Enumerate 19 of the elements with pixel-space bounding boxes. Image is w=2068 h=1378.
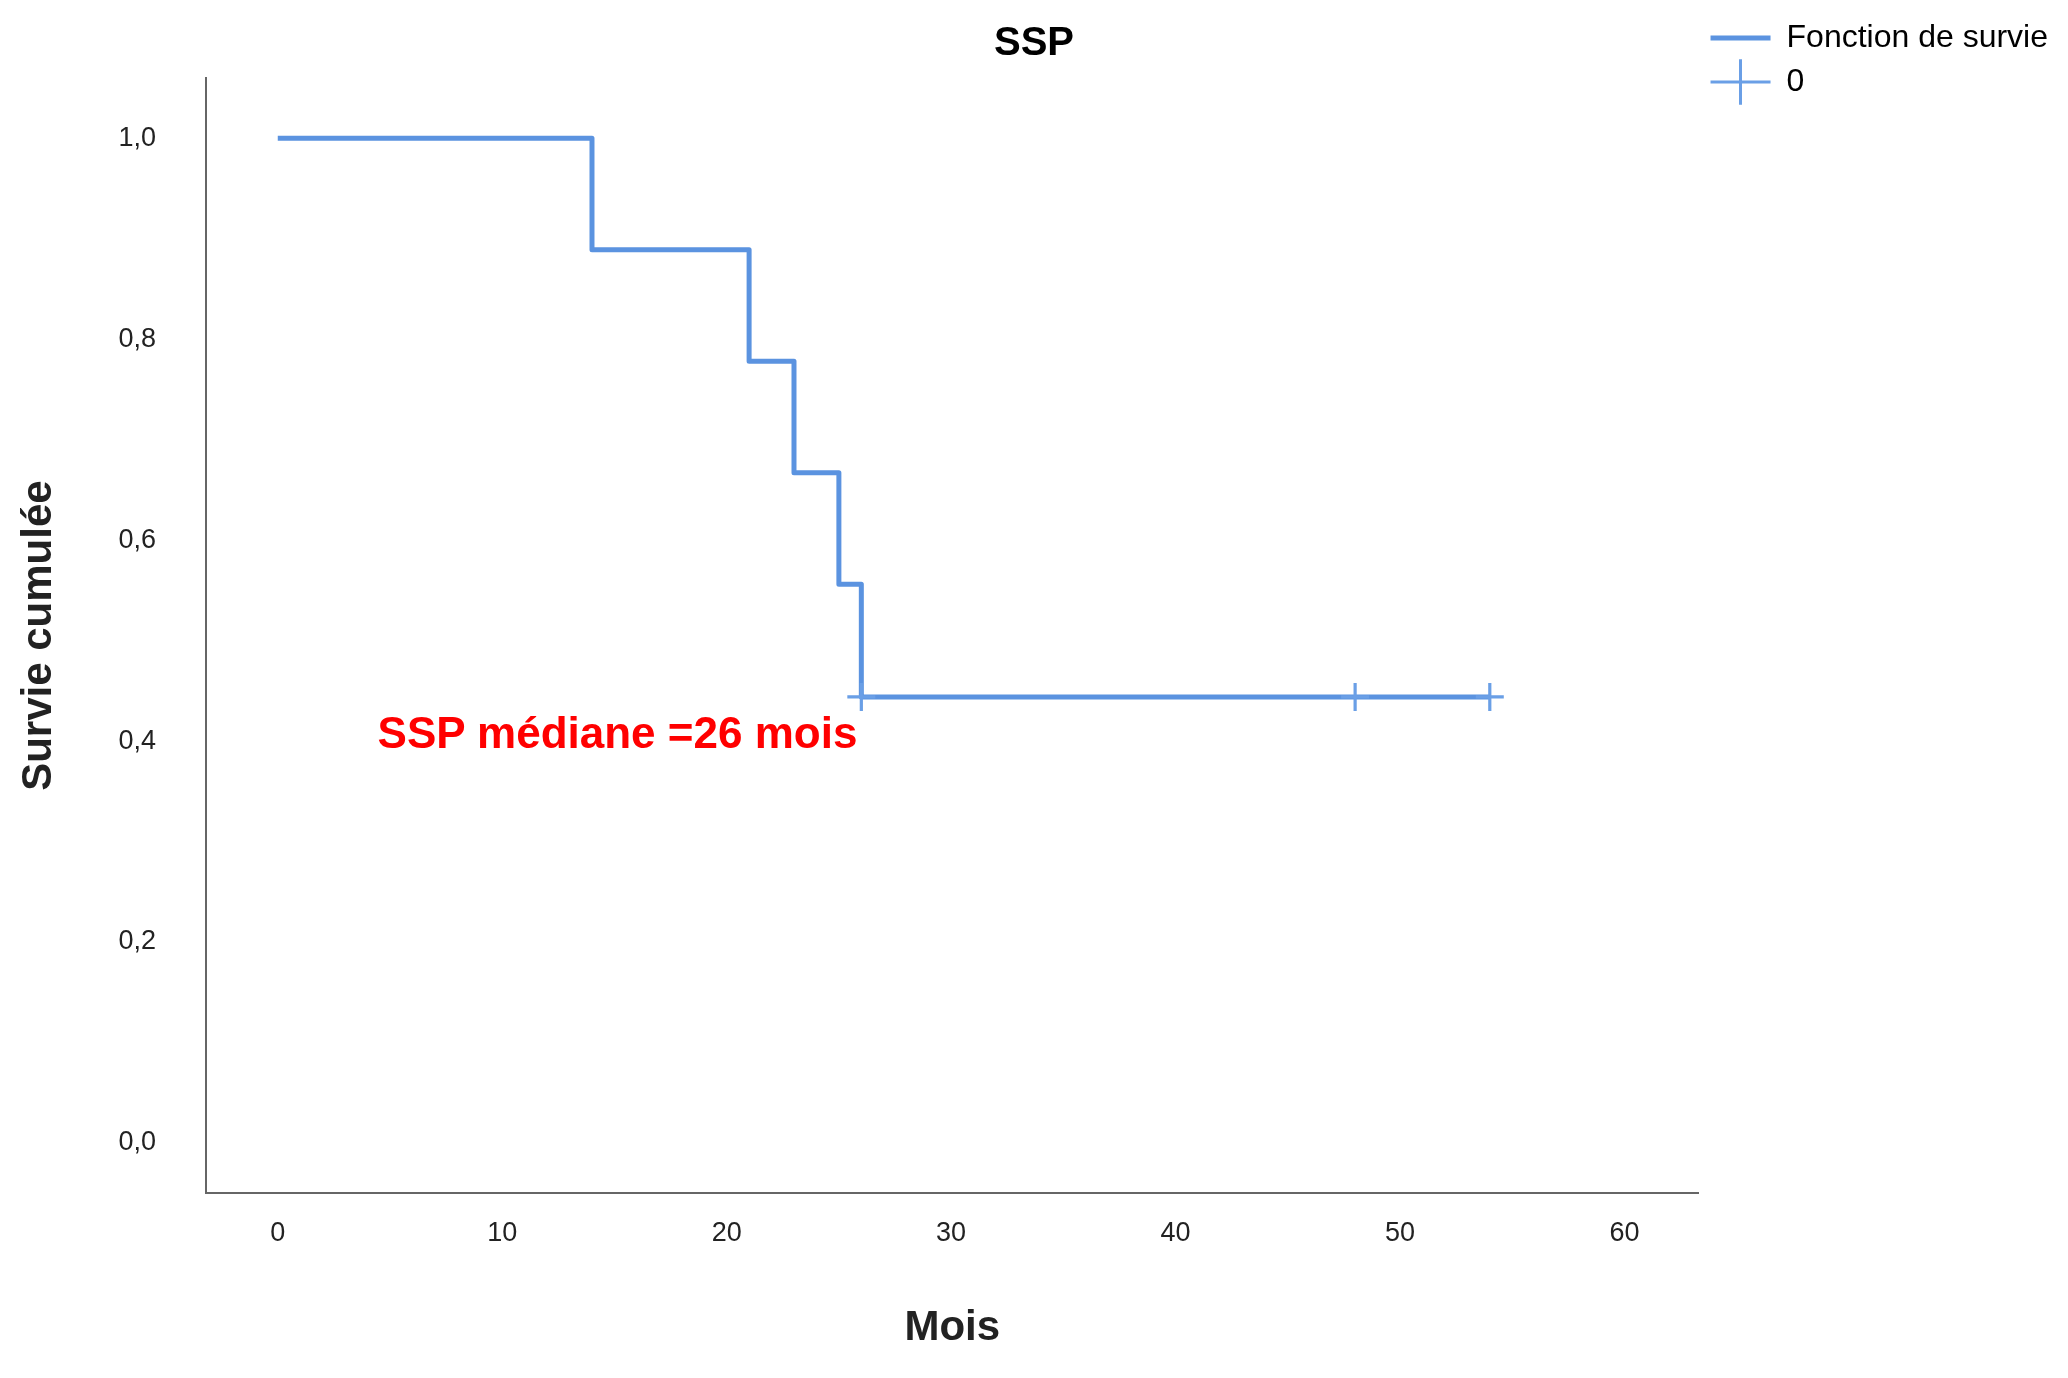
y-tick-label: 0,2 (118, 925, 156, 956)
y-tick-label: 0,8 (118, 322, 156, 353)
x-tick-label: 40 (1160, 1216, 1191, 1247)
y-tick-label: 0,6 (118, 523, 156, 554)
y-tick-label: 0,4 (118, 724, 156, 755)
annotation: SSP médiane =26 mois (377, 708, 858, 758)
legend-label: Fonction de survie (1786, 17, 2048, 54)
x-tick-label: 20 (711, 1216, 742, 1247)
y-tick-label: 0,0 (118, 1126, 156, 1157)
x-tick-label: 10 (487, 1216, 518, 1247)
x-tick-label: 50 (1384, 1216, 1416, 1247)
legend-label: 0 (1786, 61, 1805, 98)
chart-title: SSP (993, 19, 1075, 64)
x-axis-title: Mois (904, 1302, 1001, 1350)
x-tick-label: 60 (1609, 1216, 1640, 1247)
x-tick-label: 0 (270, 1216, 286, 1247)
x-tick-label: 30 (936, 1216, 967, 1247)
y-tick-label: 1,0 (118, 121, 156, 152)
y-axis-title: Survie cumulée (12, 480, 60, 791)
